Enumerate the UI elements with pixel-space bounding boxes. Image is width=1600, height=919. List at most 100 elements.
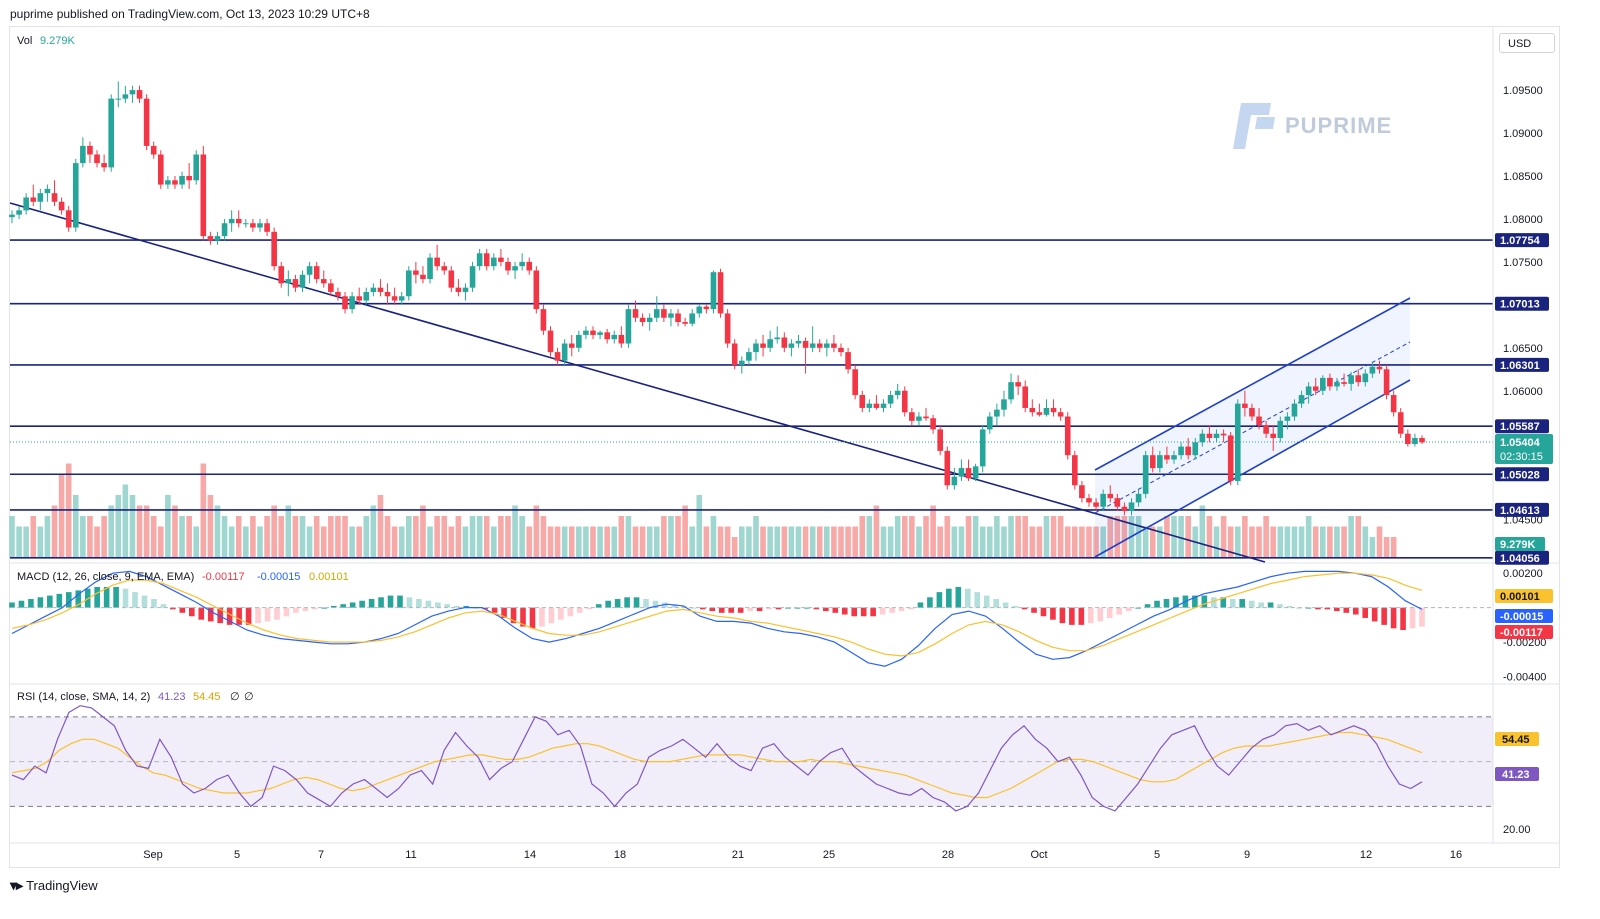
macd-histogram-bar: [832, 607, 839, 613]
candle-body: [1412, 438, 1418, 445]
macd-histogram-bar: [255, 607, 261, 624]
candle-body: [1390, 395, 1397, 413]
time-tick-label: 18: [614, 849, 626, 861]
volume-bar: [65, 463, 72, 558]
candle-body: [965, 468, 972, 479]
candle-body: [363, 291, 370, 301]
price-level-badge: [1495, 357, 1549, 372]
macd-histogram-bar: [113, 586, 119, 608]
candle-body: [413, 270, 419, 275]
price-tick-label: 1.09000: [1503, 128, 1543, 140]
footer-brand[interactable]: ▾▸ TradingView: [10, 877, 98, 894]
volume-bar: [391, 526, 398, 558]
macd-histogram-bar: [567, 607, 574, 617]
candle-body: [30, 197, 37, 202]
candle-body: [1185, 446, 1191, 456]
candle-body: [866, 403, 873, 408]
candle-body: [781, 337, 788, 348]
volume-bar: [1277, 526, 1284, 558]
macd-histogram-bar: [605, 600, 611, 608]
macd-histogram-bar: [927, 597, 933, 608]
volume-bar: [653, 526, 660, 558]
candle-body: [1022, 386, 1029, 408]
macd-histogram-bar: [1021, 607, 1028, 610]
volume-bar: [363, 516, 370, 558]
volume-bar: [547, 526, 554, 558]
volume-bar: [738, 526, 745, 558]
volume-bar: [1206, 516, 1213, 558]
candle-body: [278, 266, 285, 284]
macd-histogram-bar: [1258, 602, 1264, 608]
macd-histogram-bar: [709, 607, 716, 612]
volume-bar: [845, 526, 851, 558]
rsi-value-badge: [1495, 767, 1539, 781]
macd-histogram-bar: [1144, 604, 1151, 608]
volume-bar: [271, 505, 277, 558]
macd-histogram-bar: [312, 607, 318, 610]
candle-body: [540, 309, 547, 331]
candle-body: [724, 313, 731, 344]
time-tick-label: 14: [524, 849, 536, 861]
candle-body: [306, 266, 313, 275]
candle-body: [328, 283, 334, 292]
macd-histogram-bar: [775, 607, 782, 610]
candle-body: [1086, 498, 1092, 503]
macd-histogram-bar: [1267, 602, 1274, 608]
macd-histogram-bar: [614, 599, 621, 608]
candle-body: [1157, 455, 1163, 469]
volume-bar: [186, 516, 192, 558]
volume-bar: [264, 516, 270, 558]
volume-bar: [1341, 526, 1347, 558]
currency-selector[interactable]: USD: [1499, 33, 1555, 53]
volume-bar: [1320, 526, 1326, 558]
candle-body: [717, 272, 724, 314]
macd-histogram-bar: [1012, 605, 1018, 608]
price-level-badge: [1495, 550, 1549, 565]
candle-body: [434, 257, 440, 267]
macd-legend-macd: -0.00015: [257, 571, 300, 583]
candle-body: [1249, 407, 1255, 417]
candle-body: [1277, 420, 1284, 439]
macd-histogram-bar: [274, 607, 280, 620]
macd-histogram-bar: [756, 607, 763, 612]
volume-bar: [292, 516, 299, 558]
price-level-badge-text: 1.05028: [1500, 469, 1540, 481]
rsi-legend-empty: ∅: [230, 691, 240, 703]
volume-bar: [994, 516, 1000, 558]
volume-bar: [349, 526, 355, 558]
candle-body: [505, 261, 511, 271]
watermark-logo: PUPRIME: [1231, 101, 1392, 151]
candle-body: [576, 334, 582, 348]
macd-histogram-bar: [955, 586, 962, 608]
macd-histogram-bar: [283, 607, 290, 617]
volume-bar: [9, 516, 15, 558]
volume-bar: [760, 526, 766, 558]
candle-body: [639, 317, 646, 323]
macd-histogram-bar: [293, 607, 299, 613]
candle-body: [1001, 399, 1007, 410]
candle-body: [221, 223, 228, 237]
volume-bar: [590, 526, 596, 558]
candle-body: [512, 266, 518, 271]
candle-body: [136, 90, 143, 99]
volume-bar: [852, 526, 858, 558]
volume-bar: [972, 516, 979, 558]
macd-histogram-bar: [9, 602, 15, 608]
macd-histogram-bar: [444, 604, 451, 608]
volume-bar: [235, 516, 242, 558]
macd-histogram-bar: [151, 599, 157, 608]
macd-histogram-bar: [586, 607, 593, 610]
macd-histogram-bar: [823, 607, 829, 612]
candle-body: [1298, 395, 1305, 404]
macd-histogram-bar: [718, 607, 725, 613]
volume-bar: [455, 516, 462, 558]
price-level-badge-text: 1.04613: [1500, 505, 1540, 517]
candle-body: [384, 291, 391, 297]
candle-body: [625, 309, 632, 344]
publisher-header: puprime published on TradingView.com, Oc…: [10, 7, 370, 21]
macd-histogram-bar: [520, 607, 526, 627]
candle-body: [257, 223, 263, 228]
time-tick-label: 9: [1244, 849, 1250, 861]
volume-bar: [576, 526, 582, 558]
